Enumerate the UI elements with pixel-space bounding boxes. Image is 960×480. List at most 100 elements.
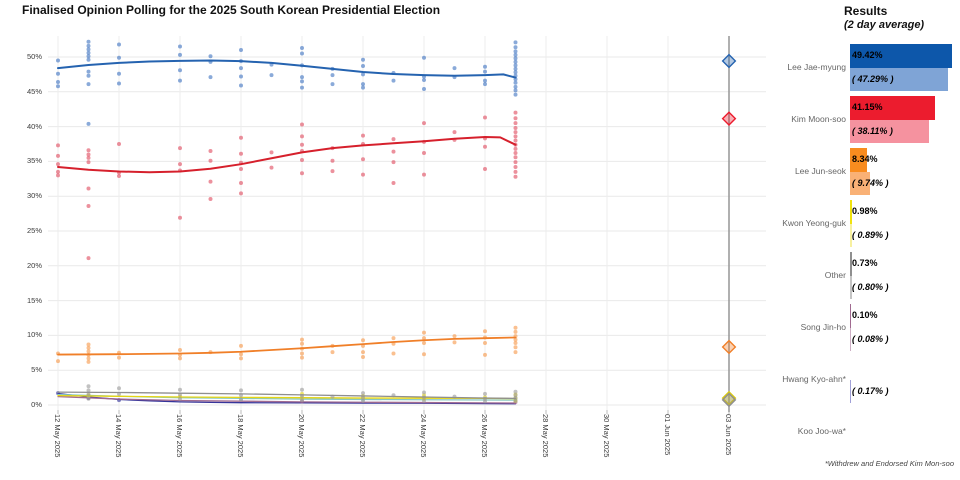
results-heading: Results [844,4,888,18]
poll-dot [269,150,274,155]
poll-dot [422,87,426,92]
poll-dot [391,180,396,185]
average-bar [850,380,851,403]
result-value: 0.10% [852,310,878,320]
poll-dot [239,48,243,53]
poll-dot [239,74,243,79]
poll-dot [422,352,426,357]
poll-dot [208,158,213,163]
poll-dot [513,130,518,135]
poll-dot [513,70,518,75]
poll-dot [117,142,121,146]
average-value: ( 0.08% ) [852,334,889,344]
poll-dot [452,334,457,339]
x-tick-label: 14 May 2025 [114,414,123,458]
poll-dot [513,56,518,61]
poll-dot [300,45,304,50]
x-tick-label: 12 May 2025 [53,414,62,458]
result-bar [850,304,851,328]
result-row: Kwon Yeong-guk 0.98% ( 0.89% ) [760,198,960,250]
election-result-marker [721,390,737,406]
poll-dot [86,345,91,350]
poll-dot [239,151,243,156]
y-tick-label: 45% [26,86,42,96]
poll-dot [56,359,60,364]
poll-dot [178,146,182,151]
average-value: ( 47.29% ) [852,74,894,84]
poll-dot [117,55,121,60]
poll-dot [208,54,213,59]
poll-dot [117,42,121,47]
poll-dot [513,40,518,45]
poll-dot [300,341,304,346]
y-tick-label: 30% [26,191,42,201]
poll-dot [513,146,518,151]
poll-dot [391,351,396,356]
poll-dot [56,173,60,178]
x-tick-label: 30 May 2025 [602,414,611,458]
poll-dot [513,169,518,174]
poll-dot [513,66,518,71]
result-bars: 0.10% ( 0.08% ) [850,302,960,354]
x-tick-label: 26 May 2025 [480,414,489,458]
x-tick-label: 16 May 2025 [175,414,184,458]
poll-dot [208,179,213,184]
average-value: ( 38.11% ) [852,126,893,136]
result-row: Lee Jun-seok 8.34% ( 9.74% ) [760,146,960,198]
average-bar [850,172,871,195]
poll-dot [239,352,243,357]
poll-dot [513,84,518,89]
chart-title: Finalised Opinion Polling for the 2025 S… [22,3,441,17]
poll-dot [86,388,91,393]
y-tick-label: 40% [26,121,42,131]
poll-dot [239,191,243,196]
poll-dot [117,174,121,179]
poll-dot [86,392,91,397]
y-tick-label: 50% [26,52,42,61]
average-bar [850,276,852,299]
poll-dot [86,47,91,52]
polling-chart [48,36,766,414]
poll-dot [178,387,182,392]
poll-dot [208,196,213,201]
poll-dot [361,157,365,162]
election-result-marker [721,53,737,69]
poll-dot [483,167,487,172]
x-tick-label: 28 May 2025 [541,414,550,458]
poll-dot [513,345,518,350]
poll-dot [239,356,243,361]
poll-dot [239,135,243,140]
trend-line [57,59,517,79]
results-panel: Results (2 day average) Lee Jae-myung 49.… [760,0,960,480]
result-value: 49.42% [852,50,883,60]
poll-dot [391,137,396,142]
poll-dot [452,66,457,71]
poll-dot [178,44,182,49]
poll-dot [513,121,518,126]
candidate-label: Other [824,270,846,281]
poll-dot [269,73,274,78]
poll-dot [300,142,304,147]
poll-dot [178,396,182,401]
result-bars: 49.42% ( 47.29% ) [850,42,960,94]
poll-dot [483,82,487,87]
poll-dot [208,148,213,153]
poll-dot [330,73,335,78]
poll-dot [300,79,304,84]
poll-dot [178,68,182,73]
result-value: 0.73% [852,258,878,268]
candidate-label: Kim Moon-soo [791,114,846,125]
results-subheading: (2 day average) [844,19,925,31]
poll-dot [86,203,91,208]
poll-dot [361,72,365,77]
result-bar [850,252,852,276]
result-bars: 8.34% ( 9.74% ) [850,146,960,198]
poll-dot [422,398,426,403]
poll-dot [86,186,91,191]
poll-dot [391,160,396,165]
candidate-label: Song Jin-ho [800,322,846,333]
poll-dot [483,399,487,404]
poll-dot [86,39,91,44]
poll-dot [513,329,518,334]
poll-dot [239,167,243,172]
